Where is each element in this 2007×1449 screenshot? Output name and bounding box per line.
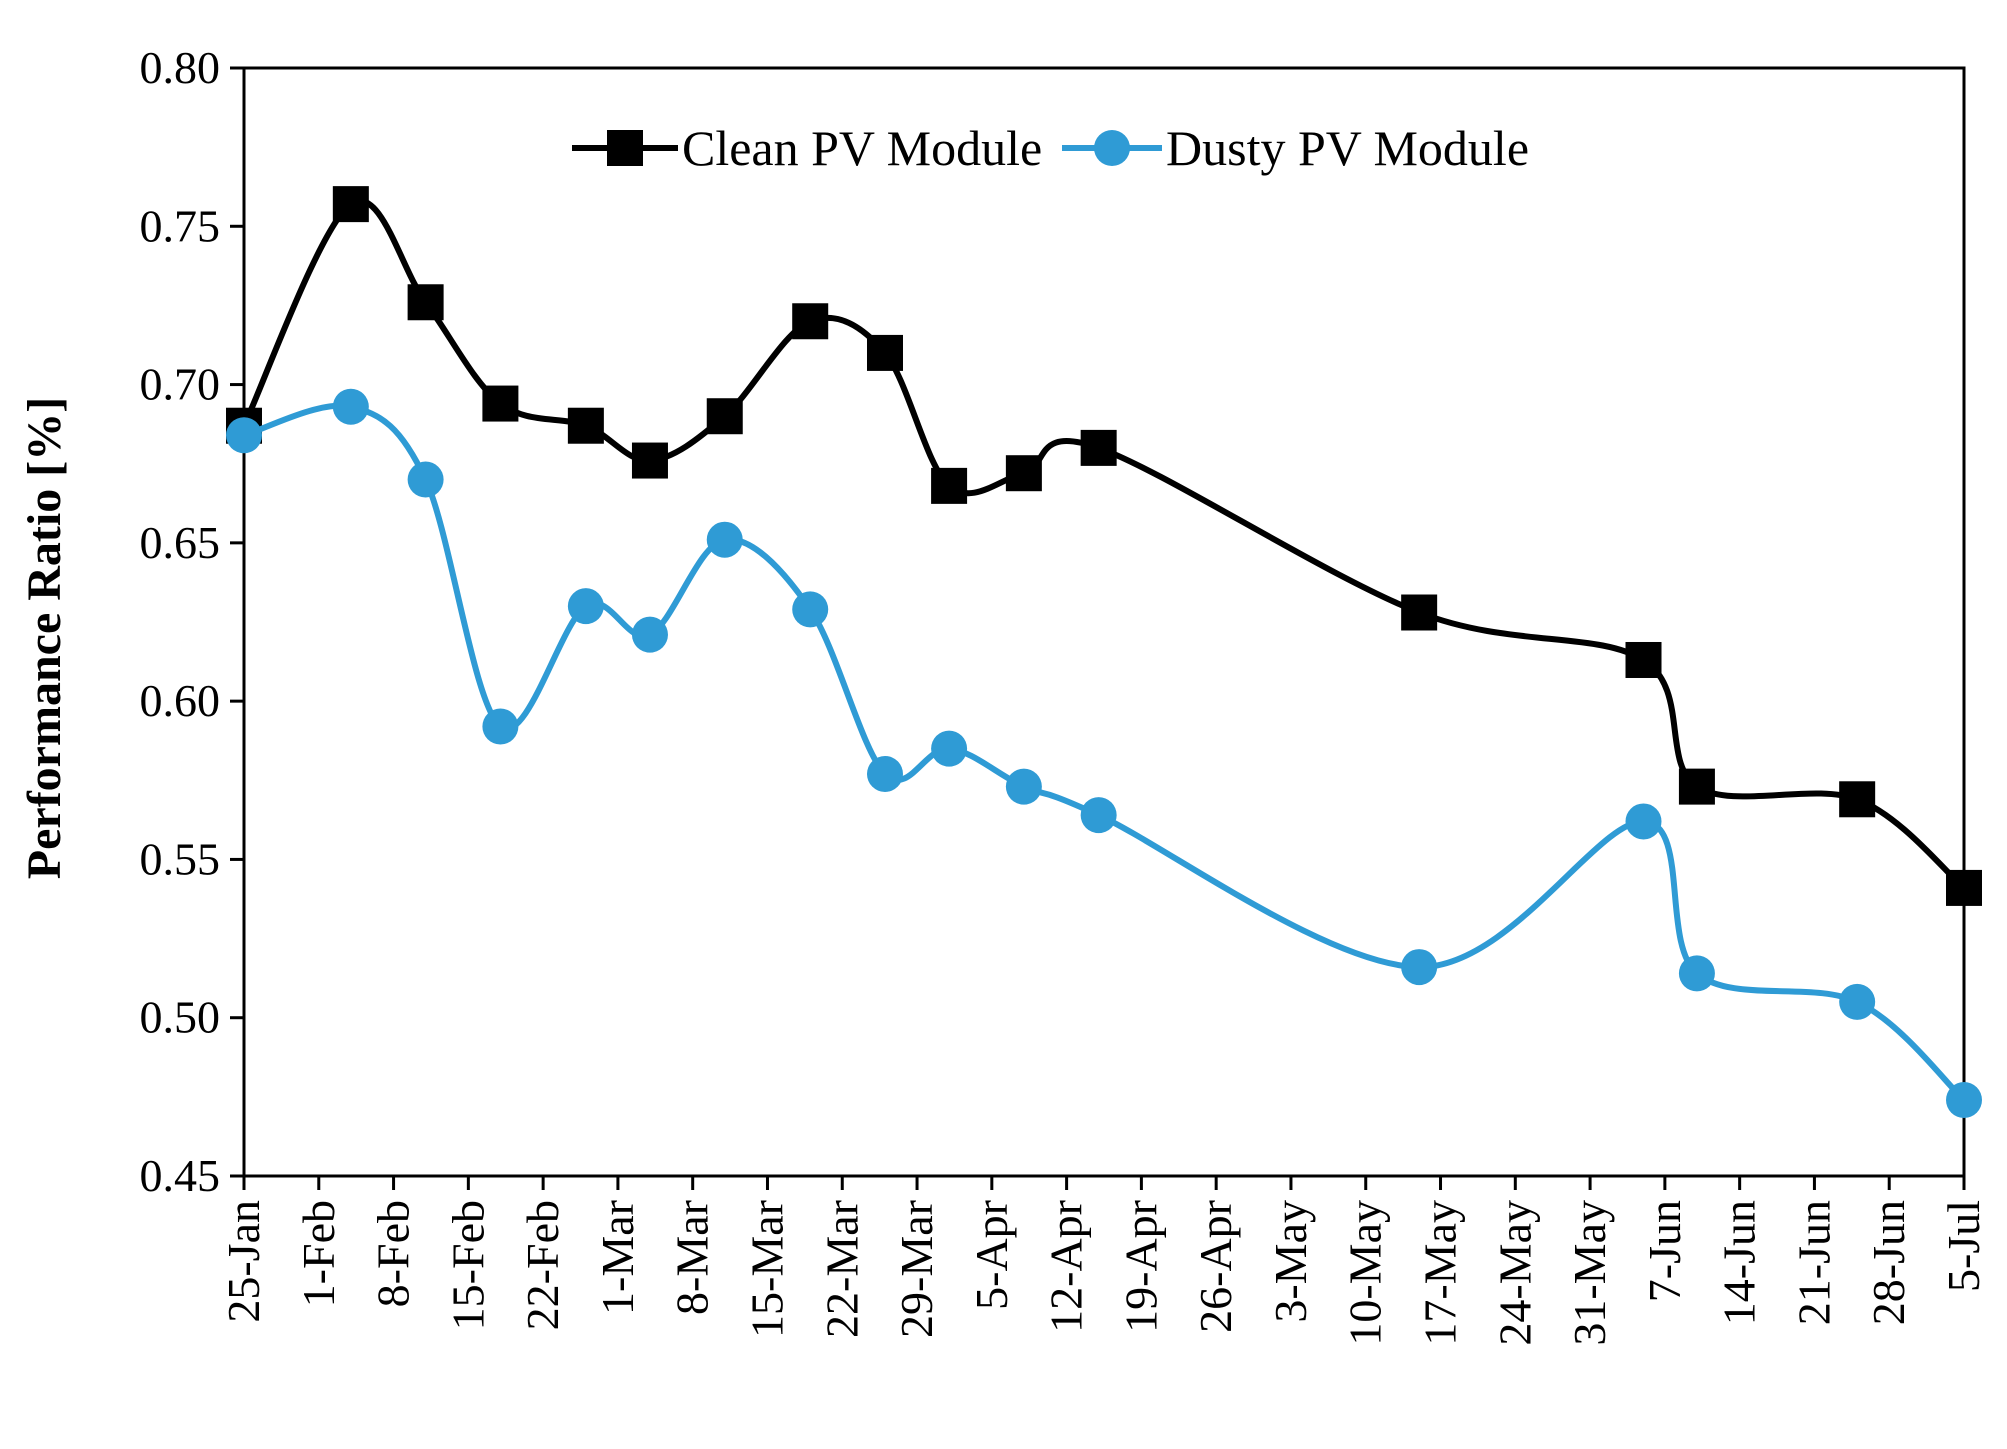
dusty-pv-module-point [631, 616, 668, 653]
clean-pv-module-point [482, 385, 519, 422]
x-tick-label: 10-May [1340, 1200, 1391, 1346]
dusty-pv-module-point [1080, 797, 1117, 834]
x-tick-label: 1-Mar [592, 1200, 643, 1315]
x-tick-label: 24-May [1489, 1200, 1540, 1346]
dusty-pv-module-point [1625, 803, 1662, 840]
dusty-pv-module-point [1678, 955, 1715, 992]
y-tick-label: 0.45 [140, 1150, 221, 1201]
y-tick-label: 0.70 [140, 359, 221, 410]
dusty-pv-module-point [567, 588, 604, 625]
clean-pv-module-point [1625, 641, 1662, 678]
dusty-pv-module-point [866, 755, 903, 792]
x-tick-label: 31-May [1564, 1200, 1615, 1346]
x-tick-label: 12-Apr [1041, 1200, 1092, 1333]
clean-pv-module-point [1946, 869, 1982, 906]
x-tick-label: 3-May [1265, 1200, 1316, 1323]
x-tick-label: 1-Feb [293, 1200, 344, 1307]
x-tick-label: 28-Jun [1863, 1200, 1914, 1325]
series-group [226, 186, 1982, 1119]
x-tick-label: 25-Jan [218, 1200, 269, 1323]
x-tick-label: 19-Apr [1115, 1200, 1166, 1333]
clean-pv-module-point [866, 334, 903, 371]
x-tick-label: 26-Apr [1190, 1200, 1241, 1333]
x-tick-label: 5-Apr [966, 1200, 1017, 1310]
dusty-pv-module-point [1946, 1082, 1982, 1119]
legend-marker [607, 130, 643, 166]
x-tick-label: 29-Mar [891, 1200, 942, 1338]
y-tick-label: 0.55 [140, 833, 221, 884]
dusty-pv-module-point [931, 730, 968, 767]
clean-pv-module-point [931, 467, 968, 504]
dusty-pv-module-point [226, 417, 262, 454]
x-tick-label: 15-Mar [741, 1200, 792, 1338]
dusty-pv-module-point [332, 388, 369, 425]
dusty-pv-module-point [792, 591, 829, 628]
x-tick-label: 22-Mar [816, 1200, 867, 1338]
y-tick-label: 0.60 [140, 675, 221, 726]
dusty-pv-module-point [1401, 949, 1438, 986]
legend-item-clean-pv-module: Clean PV Module [572, 120, 1042, 176]
clean-pv-module-point [332, 186, 369, 223]
plot-area [242, 66, 1966, 1178]
legend: Clean PV Module Dusty PV Module [572, 120, 1529, 176]
y-tick-label: 0.65 [140, 517, 221, 568]
x-tick-label: 17-May [1415, 1200, 1466, 1346]
x-tick-label: 15-Feb [442, 1200, 493, 1330]
dusty-pv-module-point [1005, 768, 1042, 805]
y-axis-title: Performance Ratio [%] [18, 397, 71, 879]
dusty-pv-module-point [1839, 983, 1876, 1020]
clean-pv-module-point [1401, 594, 1438, 631]
dusty-pv-module-series [226, 388, 1982, 1119]
clean-pv-module-point [706, 398, 743, 435]
x-tick-label: 8-Feb [368, 1200, 419, 1307]
clean-pv-module-point [792, 303, 829, 340]
y-tick-label: 0.80 [140, 42, 221, 93]
clean-pv-module-point [1678, 768, 1715, 805]
dusty-pv-module-line [243, 402, 1967, 1103]
clean-pv-module-point [1005, 455, 1042, 492]
legend-label: Clean PV Module [682, 120, 1042, 176]
y-tick-label: 0.75 [140, 200, 221, 251]
clean-pv-module-point [631, 442, 668, 479]
legend-marker [1094, 130, 1130, 166]
legend-item-dusty-pv-module: Dusty PV Module [1062, 120, 1529, 176]
clean-pv-module-line [241, 198, 1966, 891]
x-tick-label: 22-Feb [517, 1200, 568, 1330]
plot-frame [242, 66, 1966, 1178]
x-tick-label: 8-Mar [667, 1200, 718, 1315]
clean-pv-module-point [1080, 429, 1117, 466]
legend-label: Dusty PV Module [1166, 120, 1529, 176]
x-tick-label: 7-Jun [1639, 1200, 1690, 1302]
clean-pv-module-point [407, 284, 444, 321]
x-tick-label: 14-Jun [1714, 1200, 1765, 1325]
clean-pv-module-series [226, 186, 1982, 906]
y-tick-label: 0.50 [140, 992, 221, 1043]
x-axis: 25-Jan 1-Feb 8-Feb 15-Feb 22-Feb 1-Mar 8-Mar 15… [218, 1176, 1989, 1346]
clean-pv-module-point [1839, 781, 1876, 818]
dusty-pv-module-point [706, 521, 743, 558]
clean-pv-module-point [567, 407, 604, 444]
y-axis: 0.45 0.50 0.55 0.60 0.65 0.70 0.75 0.80 [140, 42, 244, 1201]
x-tick-label: 21-Jun [1788, 1200, 1839, 1325]
dusty-pv-module-point [482, 708, 519, 745]
dusty-pv-module-point [407, 461, 444, 498]
x-tick-label: 5-Jul [1938, 1200, 1989, 1292]
